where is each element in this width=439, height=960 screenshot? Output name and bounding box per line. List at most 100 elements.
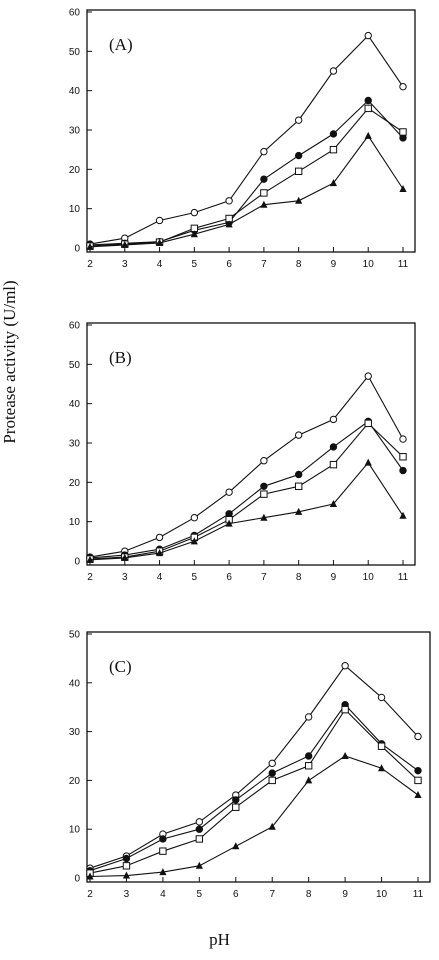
filled-circle-marker: [260, 482, 268, 490]
series-line: [89, 755, 419, 878]
filled-triangle-marker: [341, 752, 349, 759]
x-tick-label: 6: [226, 572, 232, 583]
plot-frame: [86, 631, 431, 883]
filled-triangle-marker: [260, 513, 268, 521]
filled-triangle-marker: [295, 507, 303, 515]
open-square-marker: [341, 705, 349, 714]
open-square-marker: [122, 862, 131, 870]
y-tick-label: 60: [69, 321, 81, 332]
x-tick-label: 5: [192, 572, 198, 583]
y-tick-label: 0: [74, 244, 80, 255]
filled-triangle-marker: [364, 131, 372, 139]
open-circle-marker: [399, 83, 407, 91]
x-tick-label: 3: [122, 259, 128, 270]
y-tick-label: 30: [69, 439, 81, 450]
y-tick-label: 20: [69, 776, 81, 787]
y-tick-label: 20: [69, 165, 81, 176]
open-circle-marker: [190, 208, 199, 217]
filled-triangle-marker: [121, 553, 129, 561]
series-line: [89, 708, 419, 874]
open-circle-marker: [414, 732, 422, 741]
filled-triangle-marker: [225, 220, 233, 228]
x-tick-label: 8: [296, 259, 302, 270]
filled-triangle-marker: [329, 499, 338, 507]
open-square-marker: [304, 762, 313, 770]
open-circle-marker: [155, 216, 164, 225]
x-tick-label: 2: [87, 572, 93, 583]
x-tick-label: 4: [157, 259, 163, 270]
y-tick-label: 60: [69, 8, 81, 19]
open-circle-marker: [260, 457, 268, 465]
filled-circle-marker: [294, 470, 303, 479]
x-tick-label: 5: [197, 889, 203, 900]
filled-triangle-marker: [329, 179, 338, 187]
y-axis-title: Protease activity (U/ml): [0, 280, 19, 444]
open-square-marker: [364, 419, 372, 428]
y-tick-label: 50: [69, 47, 81, 58]
open-square-marker: [159, 847, 167, 855]
series-line: [89, 34, 404, 245]
y-tick-label: 20: [69, 478, 81, 489]
panel-label: (B): [109, 348, 132, 367]
x-tick-label: 10: [363, 259, 375, 270]
filled-circle-marker: [232, 796, 240, 804]
filled-triangle-marker: [155, 238, 164, 246]
filled-circle-marker: [159, 835, 167, 843]
x-tick-label: 9: [331, 259, 337, 270]
y-tick-label: 30: [69, 126, 81, 137]
filled-triangle-marker: [295, 196, 303, 204]
y-tick-label: 10: [69, 204, 81, 215]
x-tick-label: 4: [157, 572, 163, 583]
plot-frame: [86, 322, 416, 566]
panel-label: (A): [109, 35, 133, 54]
y-tick-label: 0: [74, 557, 80, 568]
filled-triangle-marker: [225, 519, 233, 527]
y-tick-label: 40: [69, 678, 81, 689]
x-tick-label: 8: [306, 889, 312, 900]
filled-triangle-marker: [232, 842, 240, 850]
x-tick-label: 3: [124, 889, 130, 900]
filled-triangle-marker: [159, 868, 167, 876]
series-line: [89, 107, 404, 247]
open-square-marker: [377, 742, 386, 750]
open-circle-marker: [225, 488, 233, 496]
series-line: [89, 703, 419, 872]
y-tick-label: 10: [69, 517, 81, 528]
filled-circle-marker: [364, 96, 372, 105]
x-tick-label: 10: [376, 889, 388, 900]
x-tick-label: 8: [296, 572, 302, 583]
x-tick-label: 7: [269, 889, 275, 900]
filled-circle-marker: [399, 466, 407, 475]
x-tick-label: 11: [398, 572, 409, 583]
x-tick-label: 4: [160, 889, 166, 900]
open-square-marker: [329, 460, 338, 469]
x-tick-label: 6: [226, 259, 232, 270]
x-tick-label: 2: [87, 889, 93, 900]
y-tick-label: 30: [69, 727, 81, 738]
open-circle-marker: [364, 372, 372, 380]
series-line: [89, 134, 404, 248]
filled-triangle-marker: [399, 511, 407, 519]
open-square-marker: [195, 835, 204, 843]
filled-triangle-marker: [260, 200, 268, 208]
panel-label: (C): [109, 657, 132, 676]
filled-triangle-marker: [122, 871, 131, 879]
open-circle-marker: [260, 147, 268, 156]
filled-triangle-marker: [86, 242, 94, 250]
open-square-marker: [364, 104, 372, 113]
filled-circle-marker: [268, 769, 276, 777]
filled-circle-marker: [294, 151, 303, 160]
series-line: [89, 422, 404, 560]
plot-frame: [86, 9, 416, 253]
filled-circle-marker: [195, 825, 204, 833]
filled-circle-marker: [260, 175, 268, 183]
open-circle-marker: [155, 533, 164, 542]
filled-circle-marker: [304, 752, 313, 760]
open-circle-marker: [268, 759, 276, 768]
open-circle-marker: [195, 818, 204, 826]
open-circle-marker: [399, 435, 407, 443]
filled-triangle-marker: [377, 764, 386, 772]
x-tick-label: 7: [261, 572, 267, 583]
filled-triangle-marker: [195, 861, 203, 869]
